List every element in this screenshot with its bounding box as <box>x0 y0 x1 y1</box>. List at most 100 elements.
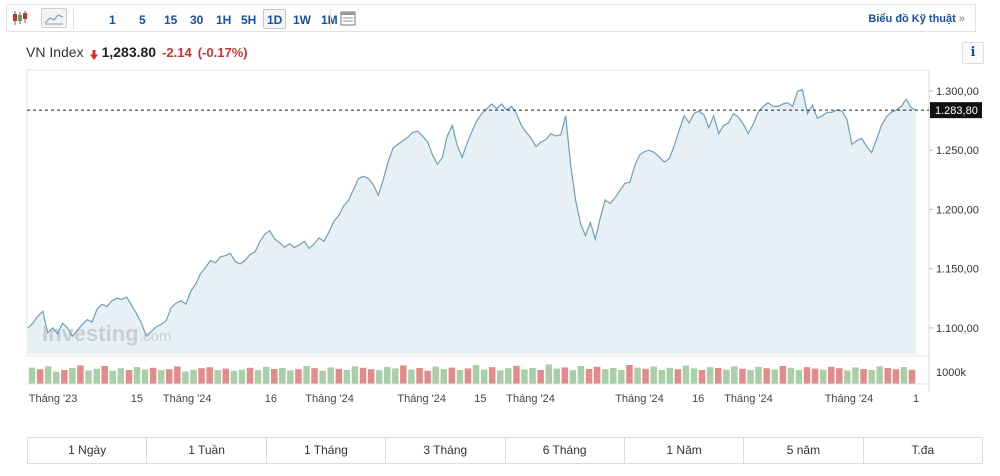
volume-bar <box>690 368 698 384</box>
volume-bar <box>666 367 673 384</box>
range-button[interactable]: 1 Năm <box>625 438 745 463</box>
price-area <box>28 89 916 355</box>
volume-bar <box>561 367 569 384</box>
volume-bar <box>577 366 585 384</box>
range-button[interactable]: 5 năm <box>744 438 864 463</box>
volume-bar <box>779 366 787 384</box>
volume-bar <box>133 367 141 384</box>
range-button[interactable]: 1 Tháng <box>267 438 387 463</box>
volume-bar <box>456 370 464 384</box>
instrument-header: VN Index 1,283.80 -2.14 (-0.17%) <box>26 42 248 62</box>
volume-bar <box>472 365 480 384</box>
x-tick-label: Tháng '24 <box>506 393 555 405</box>
interval-button-5h[interactable]: 5H <box>241 13 257 27</box>
volume-bar <box>254 370 262 384</box>
range-button[interactable]: 1 Ngày <box>28 438 148 463</box>
volume-bar <box>747 370 754 384</box>
volume-bar <box>723 369 730 384</box>
volume-bar <box>513 365 520 384</box>
volume-bar <box>392 368 399 384</box>
volume-bar <box>287 370 294 384</box>
volume-bar <box>61 370 68 384</box>
volume-bar <box>876 366 883 384</box>
info-button[interactable]: i <box>962 42 984 64</box>
interval-button-5[interactable]: 5 <box>139 13 146 27</box>
volume-bar <box>505 368 512 384</box>
volume-bar <box>101 366 108 384</box>
volume-bar <box>44 366 52 384</box>
volume-bar <box>884 368 891 384</box>
range-button[interactable]: 3 Tháng <box>386 438 506 463</box>
volume-bar <box>416 368 423 384</box>
instrument-price: 1,283.80 <box>101 44 157 60</box>
volume-bar <box>811 368 819 384</box>
volume-bar <box>529 368 536 384</box>
x-tick-label: Tháng '24 <box>615 393 664 405</box>
interval-button-1d[interactable]: 1D <box>263 9 287 29</box>
volume-bar <box>892 369 900 384</box>
volume-bar <box>836 368 843 384</box>
volume-bar <box>698 370 706 384</box>
calendar-icon[interactable] <box>337 8 359 28</box>
x-tick-label: Tháng '24 <box>397 393 446 405</box>
volume-bar <box>206 367 213 384</box>
interval-button-1[interactable]: 1 <box>109 13 116 27</box>
volume-bar <box>682 365 690 384</box>
volume-bar <box>755 366 762 384</box>
price-line <box>27 89 917 338</box>
range-button[interactable]: 6 Tháng <box>506 438 625 463</box>
volume-bar <box>464 368 472 384</box>
down-arrow-icon <box>89 47 98 60</box>
volume-bar <box>674 369 682 384</box>
volume-bar <box>327 367 334 384</box>
x-tick-label: 16 <box>265 393 277 405</box>
volume-bar <box>706 367 714 384</box>
volume-bar <box>375 370 383 384</box>
x-tick-label: 15 <box>131 393 143 405</box>
volume-bar <box>77 365 84 384</box>
price-chart: Investing .com 1.100,00 1.150,00 1.200,00 1.2… <box>26 69 982 405</box>
interval-button-15[interactable]: 15 <box>164 13 178 27</box>
range-button[interactable]: T.đa <box>911 443 935 457</box>
volume-bar <box>53 371 60 384</box>
volume-bar <box>85 370 92 384</box>
x-tick-label: 15 <box>474 393 486 405</box>
volume-bar <box>222 368 229 384</box>
candlestick-icon[interactable] <box>9 8 31 28</box>
range-button[interactable]: 1 Tuần <box>147 438 267 463</box>
volume-bar <box>198 368 205 384</box>
interval-button-1w[interactable]: 1W <box>293 13 311 27</box>
volume-bar <box>271 369 278 384</box>
volume-bar <box>93 368 100 384</box>
volume-bar <box>610 368 617 384</box>
area-chart-icon[interactable] <box>41 8 67 28</box>
volume-bar <box>602 369 609 384</box>
volume-bar <box>295 369 302 384</box>
interval-button-30[interactable]: 30 <box>190 13 204 27</box>
volume-bar <box>125 370 133 384</box>
x-tick-label: Tháng '24 <box>825 393 874 405</box>
volume-bar <box>480 369 488 384</box>
volume-bar <box>642 368 649 384</box>
volume-bar <box>763 368 770 384</box>
interval-button-1m[interactable]: 1M <box>317 9 342 29</box>
volume-bar <box>440 369 447 384</box>
volume-bar <box>230 370 238 384</box>
volume-bar <box>771 369 778 384</box>
toolbar-divider <box>73 9 74 29</box>
volume-bar <box>803 367 811 384</box>
technical-chart-link[interactable]: Biểu đồ Kỹ thuật » <box>868 9 965 29</box>
instrument-name: VN Index <box>26 44 84 60</box>
technical-chart-link-label: Biểu đồ Kỹ thuật <box>868 13 956 25</box>
x-tick-label: 16 <box>692 393 704 405</box>
price-change: -2.14 <box>162 44 192 60</box>
y-tick-label: 1.100,00 <box>936 323 979 335</box>
interval-button-1h[interactable]: 1H <box>216 13 232 27</box>
volume-bar <box>400 365 407 384</box>
y-tick-label: 1.250,00 <box>936 145 979 157</box>
x-tick-label: Tháng '24 <box>163 393 212 405</box>
x-tick-label: Tháng '23 <box>29 393 78 405</box>
volume-bar <box>182 371 189 384</box>
volume-bar <box>715 368 722 384</box>
last-price-badge <box>930 102 982 119</box>
